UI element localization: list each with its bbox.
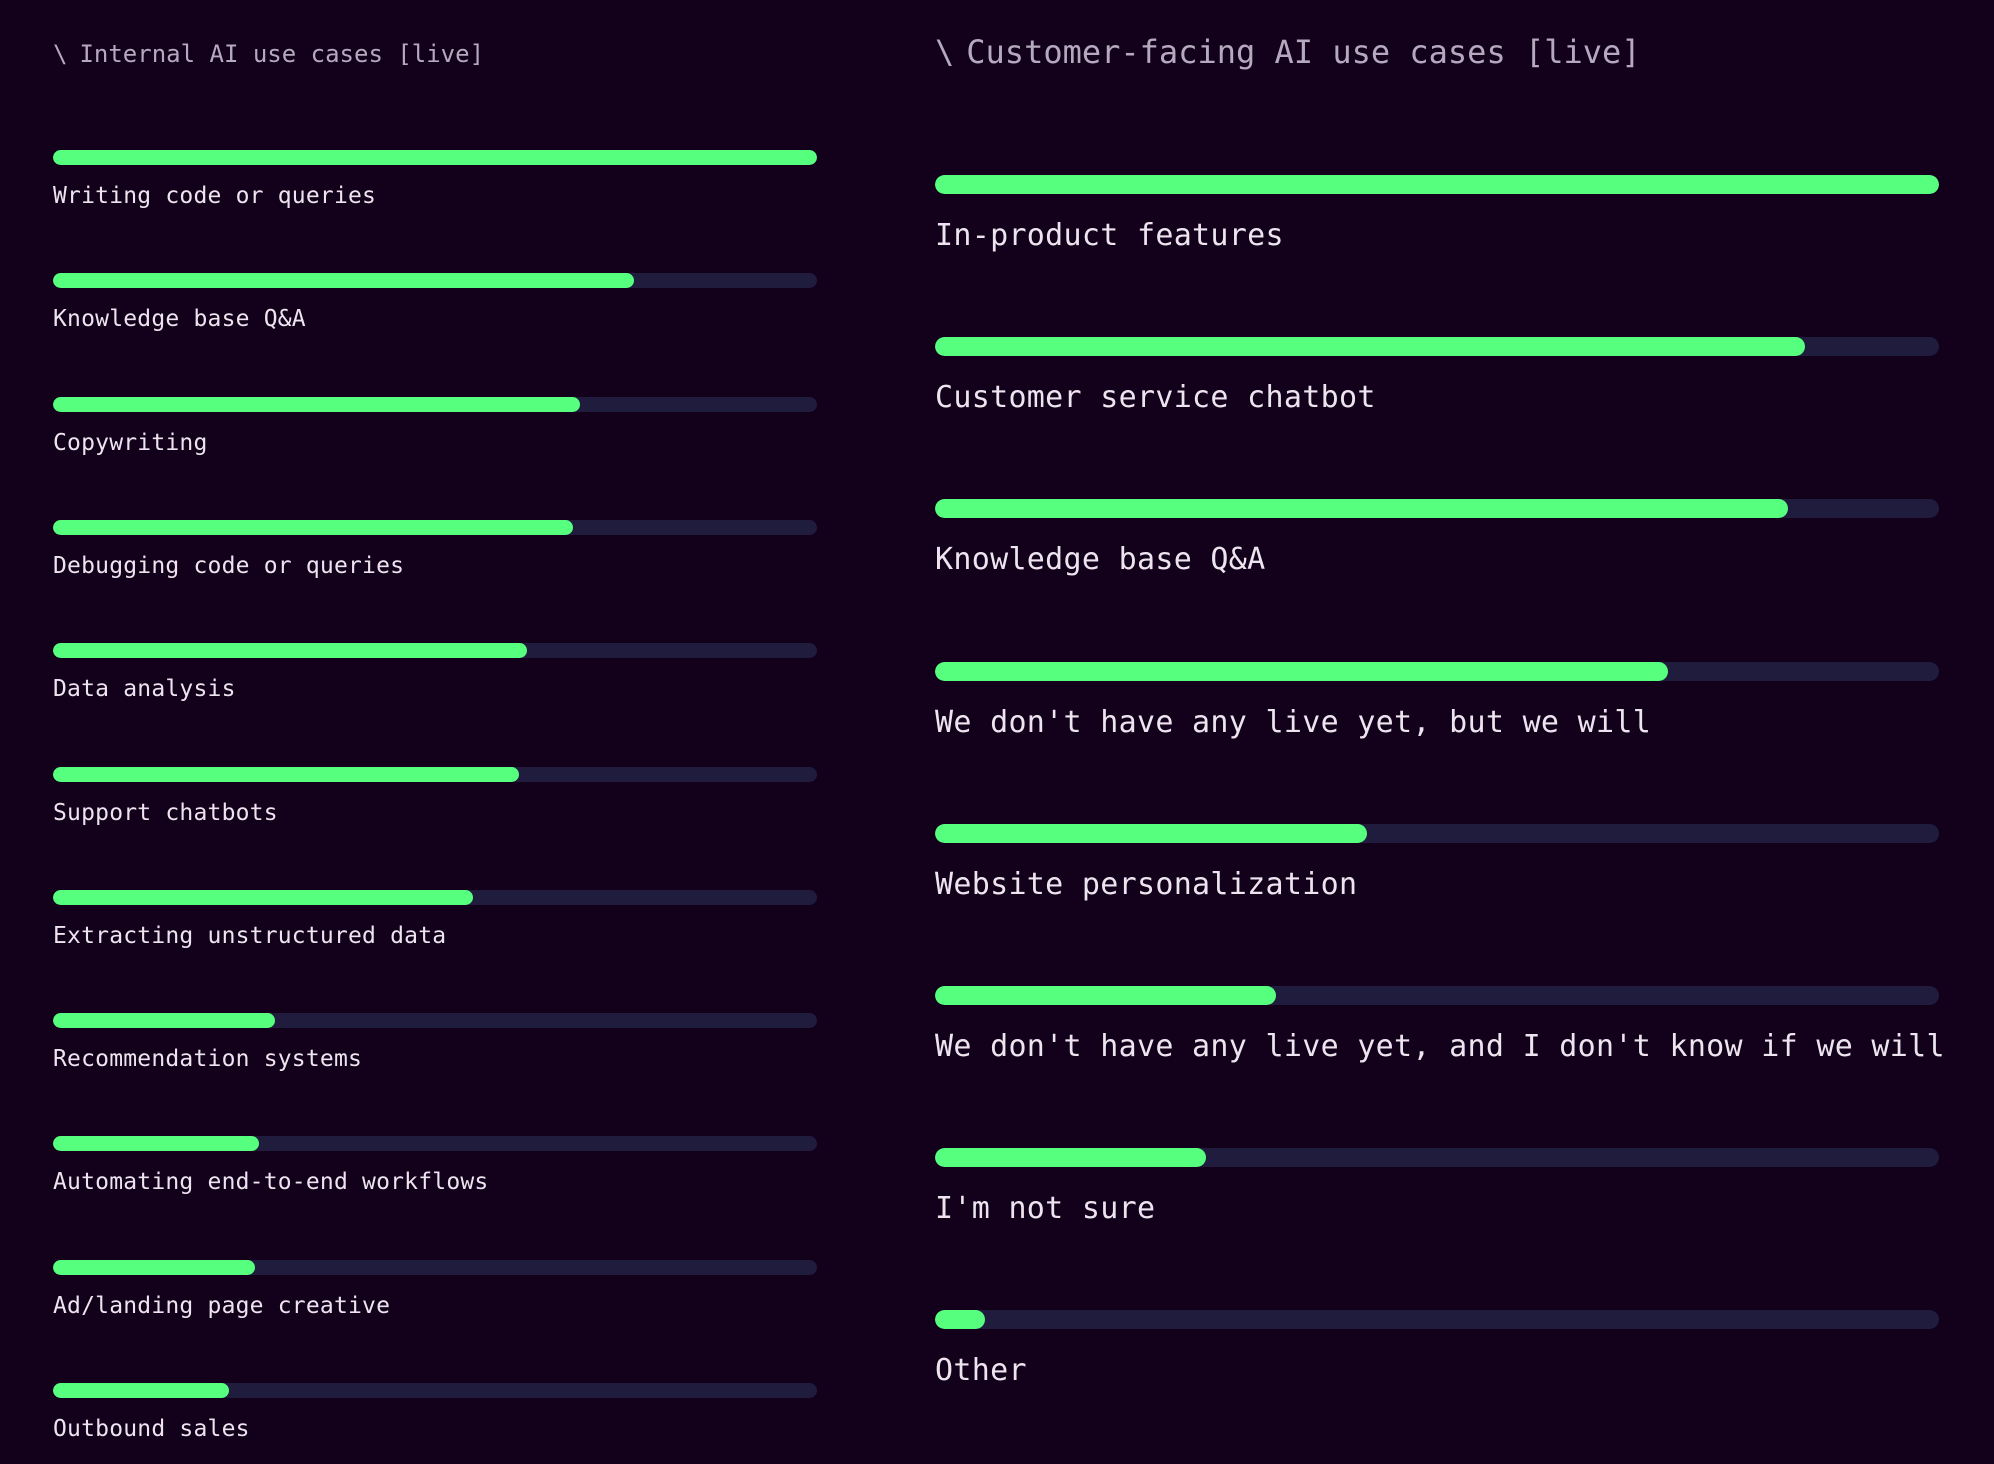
bar-fill [935, 986, 1277, 1005]
bar-fill [53, 1013, 275, 1029]
panel-title: Internal AI use cases [live] [79, 40, 485, 68]
bar-track [935, 661, 1939, 681]
bar-label: Data analysis [53, 676, 236, 703]
bar-fill [53, 150, 817, 165]
panel-header: \ Customer-facing AI use cases [live] [935, 33, 1641, 71]
bar-fill [53, 1259, 256, 1275]
bar-track [935, 986, 1939, 1005]
bar-track [53, 1259, 817, 1275]
panel-header: \ Internal AI use cases [live] [53, 40, 484, 68]
bar-fill [935, 1310, 986, 1330]
bar-label: Other [935, 1353, 1027, 1389]
bar-label: Outbound sales [53, 1416, 250, 1442]
bar-label: We don't have any live yet, and I don't … [935, 1029, 1945, 1064]
bar-fill [53, 643, 527, 659]
bar-label: Copywriting [53, 429, 208, 456]
bar-track [935, 499, 1939, 519]
bar-label: Knowledge base Q&A [53, 306, 306, 333]
bar-fill [935, 1148, 1207, 1168]
bar-fill [53, 396, 581, 412]
slash-icon: \ [935, 33, 955, 71]
bar-track [53, 1383, 817, 1398]
bar-fill [53, 273, 634, 289]
bar-label: Support chatbots [53, 799, 278, 826]
bar-label: Debugging code or queries [53, 552, 405, 579]
bar-label: We don't have any live yet, but we will [935, 704, 1652, 740]
bar-label: Extracting unstructured data [53, 922, 447, 949]
bar-fill [53, 766, 520, 782]
bar-track [935, 337, 1939, 357]
bar-track [53, 273, 817, 289]
panel-title: Customer-facing AI use cases [live] [966, 33, 1641, 71]
bar-track [53, 1136, 817, 1152]
bar-track [935, 823, 1939, 843]
bar-track [935, 1148, 1939, 1168]
bar-label: In-product features [935, 218, 1284, 253]
bar-fill [935, 175, 1939, 194]
bar-fill [53, 889, 474, 905]
bar-label: Ad/landing page creative [53, 1292, 391, 1319]
bar-label: Website personalization [935, 866, 1358, 902]
slash-icon: \ [53, 40, 68, 68]
bar-fill [935, 499, 1789, 519]
bar-fill [53, 1383, 229, 1398]
bar-label: Writing code or queries [53, 183, 377, 209]
bar-fill [53, 519, 573, 535]
bar-track [53, 150, 817, 165]
bar-label: I'm not sure [935, 1191, 1156, 1227]
bar-label: Customer service chatbot [935, 380, 1376, 416]
bar-label: Knowledge base Q&A [935, 542, 1266, 578]
bar-track [53, 766, 817, 782]
bar-fill [935, 823, 1367, 843]
bar-track [935, 1310, 1939, 1330]
bar-track [53, 396, 817, 412]
bar-track [53, 519, 817, 535]
bar-label: Recommendation systems [53, 1046, 363, 1073]
bar-track [935, 175, 1939, 194]
bar-fill [53, 1136, 260, 1152]
bar-label: Automating end-to-end workflows [53, 1169, 489, 1196]
bar-track [53, 643, 817, 659]
bar-fill [935, 337, 1806, 357]
bar-track [53, 889, 817, 905]
bar-track [53, 1013, 817, 1029]
bar-fill [935, 661, 1668, 681]
